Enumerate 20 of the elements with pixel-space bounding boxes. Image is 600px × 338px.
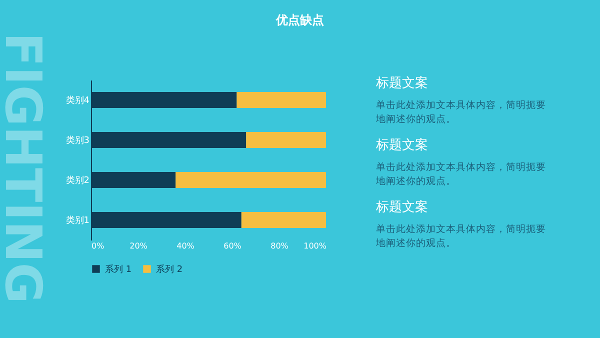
x-tick-label: 0% (92, 242, 105, 250)
text: 单击此处添加文本具体内容，简明扼要地阐述你的观点。 (375, 223, 546, 249)
y-tick-label: 类别2 (66, 175, 90, 186)
x-tick-label: 100% (304, 242, 327, 250)
text: FIGHTING (0, 32, 52, 304)
y-tick-label: 类别1 (66, 215, 90, 226)
x-tick-label: 60% (224, 242, 242, 250)
x-tick-label: 80% (270, 242, 289, 250)
text: 标题文案 (375, 199, 428, 215)
chart-title: 优点缺点 (275, 13, 324, 27)
text: 标题文案 (375, 137, 428, 153)
y-tick-label: 类别4 (66, 95, 90, 106)
legend-label: 系列 1 (105, 264, 132, 275)
legend-label: 系列 2 (156, 264, 183, 275)
text: 标题文案 (375, 75, 428, 91)
x-tick-label: 20% (130, 242, 148, 250)
y-tick-label: 类别3 (66, 135, 90, 146)
x-tick-label: 40% (176, 242, 195, 250)
text: 单击此处添加文本具体内容，简明扼要地阐述你的观点。 (375, 161, 546, 187)
text: 单击此处添加文本具体内容，简明扼要地阐述你的观点。 (375, 99, 546, 125)
